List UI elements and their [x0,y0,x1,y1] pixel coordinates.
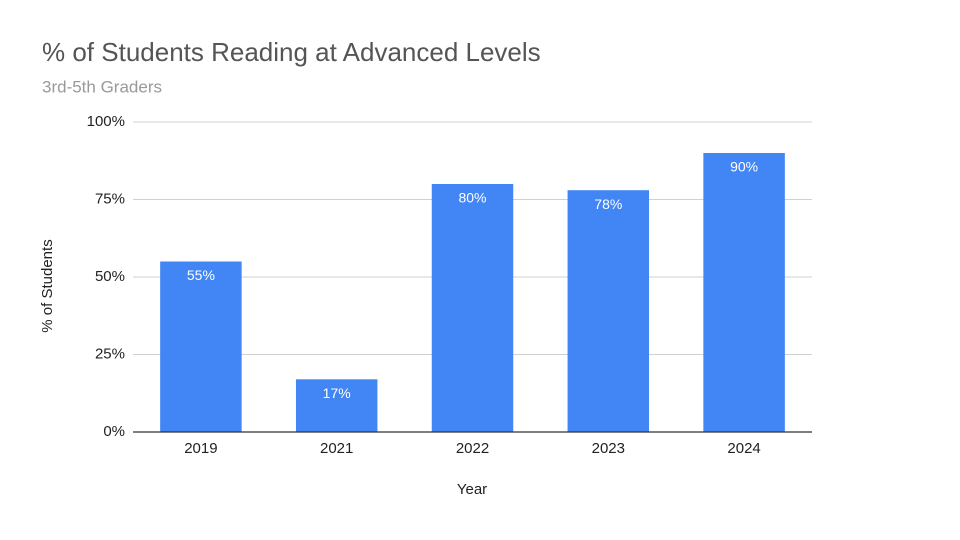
chart-subtitle: 3rd-5th Graders [42,77,162,96]
bar [431,184,514,432]
bar [703,153,785,432]
data-label: 55% [187,267,215,283]
y-tick-label: 25% [95,345,125,362]
bar [160,261,242,432]
x-tick-label: 2019 [184,440,217,457]
bar [567,190,650,432]
y-tick-label: 50% [95,268,125,285]
y-tick-label: 100% [87,113,125,130]
x-tick-label: 2021 [320,440,353,457]
y-tick-label: 75% [95,190,125,207]
x-tick-label: 2022 [456,440,489,457]
x-axis-label: Year [457,481,487,498]
y-tick-label: 0% [103,423,125,440]
x-tick-label: 2024 [727,440,760,457]
x-tick-label: 2023 [592,440,625,457]
data-label: 90% [730,159,758,175]
y-axis-label: % of Students [39,239,56,332]
data-label: 78% [594,196,622,212]
data-label: 80% [458,190,486,206]
chart-title: % of Students Reading at Advanced Levels [42,37,541,67]
data-label: 17% [323,385,351,401]
bar [295,379,378,432]
